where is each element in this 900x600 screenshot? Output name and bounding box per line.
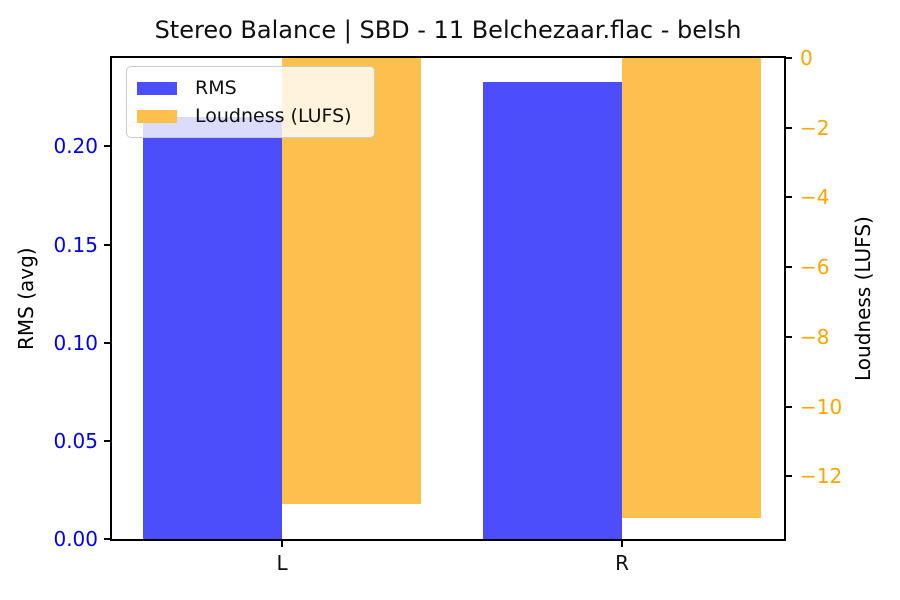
left-tick-mark [104,145,110,148]
rms-legend-swatch [137,81,177,95]
bars-layer [112,58,784,539]
chart-title: Stereo Balance | SBD - 11 Belchezaar.fla… [154,16,742,44]
right-tick-label: −12 [800,464,843,489]
right-tick-mark [786,475,792,478]
right-tick-label: −2 [800,115,830,140]
right-tick-label: 0 [800,46,813,70]
right-tick-mark [786,57,792,59]
x-tick-label-l: L [276,551,288,575]
right-axis-label: Loudness (LUFS) [851,216,875,381]
legend-item-loudness: Loudness (LUFS) [137,102,352,130]
bar-loudness-r [622,58,762,519]
right-tick-mark [786,405,792,408]
left-tick-label: 0.00 [53,527,98,551]
bar-rms-l [143,116,282,539]
left-tick-mark [104,243,110,246]
right-tick-mark [786,335,792,338]
right-tick-label: −4 [800,185,830,210]
x-tick-label-r: R [615,551,629,575]
legend: RMS Loudness (LUFS) [126,66,375,138]
left-tick-mark [104,439,110,442]
left-tick-mark [104,341,110,344]
left-tick-label: 0.05 [53,428,98,453]
right-tick-mark [786,266,792,269]
right-tick-label: −6 [800,255,830,280]
x-tick-mark [621,541,624,547]
plot-area: RMS Loudness (LUFS) [110,56,786,541]
left-axis-label: RMS (avg) [14,247,38,350]
legend-item-rms: RMS [137,74,352,102]
right-tick-mark [786,126,792,129]
left-tick-label: 0.10 [53,330,98,355]
left-tick-mark [104,538,110,540]
left-tick-label: 0.15 [53,232,98,257]
loudness-legend-swatch [137,109,177,123]
right-tick-label: −8 [800,324,830,349]
right-tick-mark [786,196,792,199]
loudness-legend-label: Loudness (LUFS) [195,105,352,127]
bar-rms-r [483,81,623,539]
left-tick-label: 0.20 [53,134,98,159]
right-tick-label: −10 [800,394,843,419]
x-tick-mark [281,541,284,547]
rms-legend-label: RMS [195,77,237,99]
